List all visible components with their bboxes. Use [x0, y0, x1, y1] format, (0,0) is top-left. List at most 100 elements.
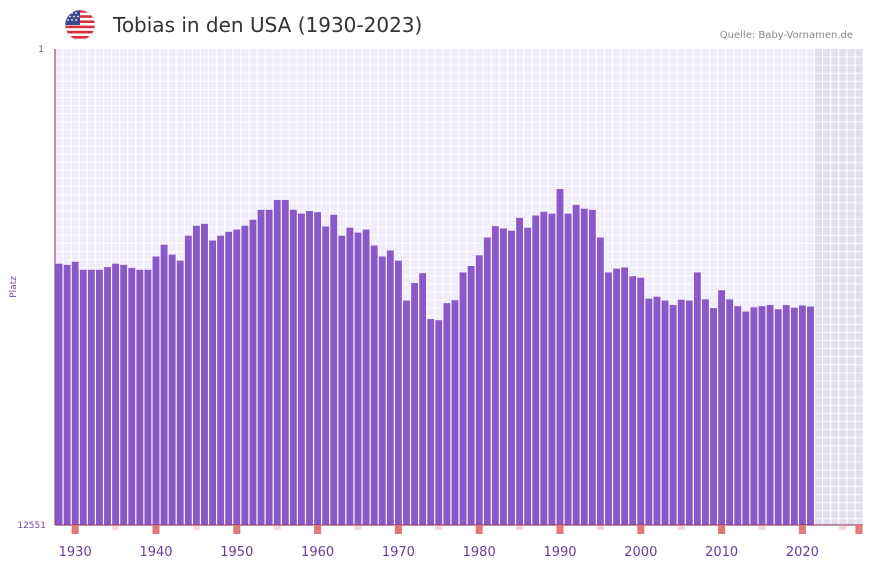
bar: [686, 301, 693, 525]
bar: [161, 245, 168, 525]
bar: [548, 214, 555, 525]
bar: [516, 218, 523, 525]
tick-mark-major: [556, 525, 563, 534]
bar: [460, 272, 467, 525]
bar: [524, 228, 531, 525]
bar: [274, 200, 281, 525]
bar: [565, 214, 572, 525]
bar: [250, 220, 257, 525]
bar: [484, 238, 491, 525]
bar: [104, 267, 111, 525]
bar: [637, 278, 644, 525]
bar: [298, 214, 305, 525]
tick-mark-major: [314, 525, 321, 534]
bar: [233, 230, 240, 525]
bar: [128, 268, 135, 525]
bar: [363, 230, 370, 525]
tick-mark-minor: [758, 525, 765, 530]
bar: [64, 265, 71, 525]
x-tick-label: 2020: [786, 545, 819, 560]
bar: [476, 255, 483, 525]
bar: [258, 210, 265, 525]
bar: [427, 319, 434, 525]
bar: [379, 257, 386, 525]
x-tick-label: 2000: [624, 545, 657, 560]
tick-mark-minor: [839, 525, 846, 530]
tick-mark-major: [476, 525, 483, 534]
bar: [605, 272, 612, 525]
bar: [670, 305, 677, 525]
bar: [807, 307, 814, 525]
bar: [338, 236, 345, 525]
bar: [629, 276, 636, 525]
tick-mark-minor: [678, 525, 685, 530]
bar: [654, 297, 661, 525]
bar: [452, 300, 459, 525]
x-tick-label: 2010: [705, 545, 738, 560]
tick-mark-major: [152, 525, 159, 534]
bar: [557, 189, 564, 525]
bar: [742, 312, 749, 525]
bar: [645, 299, 652, 525]
bar: [492, 226, 499, 525]
bar: [581, 209, 588, 525]
tick-mark-minor: [597, 525, 604, 530]
bar: [799, 305, 806, 525]
grid-lines: [55, 49, 863, 525]
bar: [225, 232, 232, 525]
bar: [540, 212, 547, 525]
bar: [201, 224, 208, 525]
bar: [241, 226, 248, 525]
x-tick-label: 1990: [543, 545, 576, 560]
bar: [759, 306, 766, 525]
bar: [112, 264, 119, 525]
tick-mark-minor: [193, 525, 200, 530]
bar: [767, 305, 774, 525]
bar: [621, 268, 628, 525]
bar: [694, 272, 701, 525]
bar: [597, 238, 604, 525]
bar: [678, 300, 685, 525]
tick-mark-major: [233, 525, 240, 534]
bar: [573, 205, 580, 525]
tick-mark-minor: [354, 525, 361, 530]
rank-bar-chart: 1 12551 Platz 1930 1940 1950 1960 1970 1980 19…: [0, 0, 873, 567]
bar: [775, 309, 782, 525]
y-tick-label-top: 1: [38, 45, 44, 55]
bar: [120, 265, 127, 525]
tick-mark-major: [718, 525, 725, 534]
bar: [589, 210, 596, 525]
bar: [791, 308, 798, 525]
bar: [266, 210, 273, 525]
bar: [387, 250, 394, 525]
bar: [500, 228, 507, 525]
bar: [56, 264, 63, 525]
bar: [169, 255, 176, 525]
bar: [282, 200, 289, 525]
bar: [783, 305, 790, 525]
bar: [403, 301, 410, 525]
tick-mark-major: [72, 525, 79, 534]
x-tick-label: 1930: [59, 545, 92, 560]
bar: [419, 273, 426, 525]
bar: [136, 270, 143, 525]
bar: [80, 270, 87, 525]
bar: [306, 211, 313, 525]
bar: [314, 212, 321, 525]
bar: [508, 231, 515, 525]
bar: [330, 215, 337, 525]
tick-mark-major: [395, 525, 402, 534]
tick-mark-minor: [112, 525, 119, 530]
bar: [710, 308, 717, 525]
bar: [532, 216, 539, 525]
bar: [662, 301, 669, 525]
bar: [613, 269, 620, 525]
x-tick-labels: 1930 1940 1950 1960 1970 1980 1990 2000 2010 2020: [59, 545, 819, 560]
bar: [435, 320, 442, 525]
bar: [468, 266, 475, 525]
bar: [750, 307, 757, 525]
bar: [144, 270, 151, 525]
bar: [177, 261, 184, 525]
bar: [702, 299, 709, 525]
tick-mark-minor: [435, 525, 442, 530]
